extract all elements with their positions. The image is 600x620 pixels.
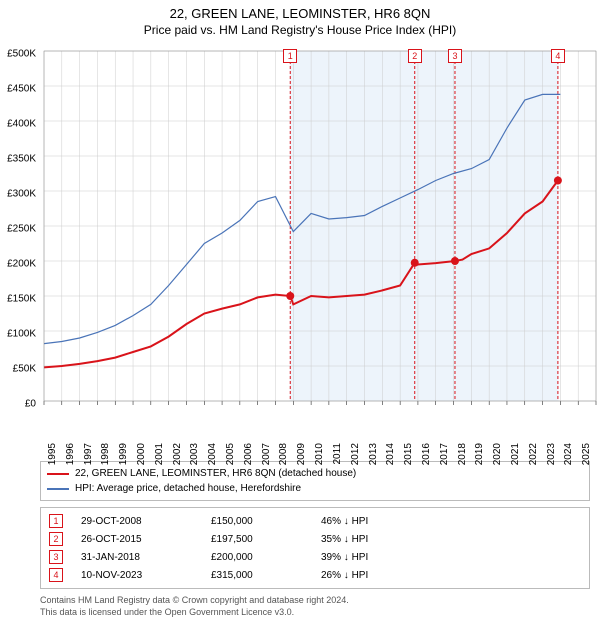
x-tick-label: 2017 xyxy=(439,443,450,465)
sale-price: £150,000 xyxy=(211,516,321,527)
y-tick-label: £500K xyxy=(7,49,36,60)
sale-row: 3 31-JAN-2018£200,00039% ↓ HPI xyxy=(49,548,581,566)
x-tick-label: 2024 xyxy=(563,443,574,465)
x-tick-label: 2022 xyxy=(528,443,539,465)
legend-item-hpi: HPI: Average price, detached house, Here… xyxy=(47,481,583,496)
legend-swatch-hpi xyxy=(47,488,69,490)
sale-price: £315,000 xyxy=(211,570,321,581)
sale-row: 2 26-OCT-2015£197,50035% ↓ HPI xyxy=(49,530,581,548)
x-tick-label: 2016 xyxy=(421,443,432,465)
x-tick-label: 2025 xyxy=(581,443,592,465)
y-tick-label: £350K xyxy=(7,154,36,165)
chart-title: 22, GREEN LANE, LEOMINSTER, HR6 8QN xyxy=(0,0,600,21)
x-tick-label: 2000 xyxy=(136,443,147,465)
y-tick-label: £300K xyxy=(7,189,36,200)
x-tick-label: 2007 xyxy=(261,443,272,465)
footnote: Contains HM Land Registry data © Crown c… xyxy=(40,595,590,618)
legend-item-property: 22, GREEN LANE, LEOMINSTER, HR6 8QN (det… xyxy=(47,466,583,481)
x-tick-label: 2018 xyxy=(457,443,468,465)
x-tick-label: 2023 xyxy=(546,443,557,465)
legend-label-hpi: HPI: Average price, detached house, Here… xyxy=(75,481,301,496)
y-tick-label: £450K xyxy=(7,84,36,95)
x-tick-label: 2021 xyxy=(510,443,521,465)
x-tick-label: 2004 xyxy=(207,443,218,465)
x-tick-label: 1995 xyxy=(47,443,58,465)
x-tick-label: 1999 xyxy=(118,443,129,465)
legend: 22, GREEN LANE, LEOMINSTER, HR6 8QN (det… xyxy=(40,461,590,501)
sale-diff: 39% ↓ HPI xyxy=(321,552,581,563)
sale-date: 29-OCT-2008 xyxy=(81,516,211,527)
chart-plot-area: 1 2 3 4 xyxy=(40,41,600,411)
footnote-line1: Contains HM Land Registry data © Crown c… xyxy=(40,595,590,607)
sale-marker-icon: 1 xyxy=(49,514,63,528)
chart-container: 22, GREEN LANE, LEOMINSTER, HR6 8QN Pric… xyxy=(0,0,600,620)
x-tick-label: 2010 xyxy=(314,443,325,465)
y-tick-label: £0 xyxy=(25,399,36,410)
x-tick-label: 2005 xyxy=(225,443,236,465)
sale-marker-icon: 4 xyxy=(49,568,63,582)
chart-subtitle: Price paid vs. HM Land Registry's House … xyxy=(0,21,600,41)
sale-row: 1 29-OCT-2008£150,00046% ↓ HPI xyxy=(49,512,581,530)
sale-diff: 35% ↓ HPI xyxy=(321,534,581,545)
x-tick-label: 1998 xyxy=(100,443,111,465)
x-axis-labels: 1995199619971998199920002001200220032004… xyxy=(40,411,600,457)
x-tick-label: 2008 xyxy=(278,443,289,465)
sale-marker-badge: 1 xyxy=(283,49,297,63)
y-tick-label: £400K xyxy=(7,119,36,130)
sale-marker-badge: 2 xyxy=(408,49,422,63)
x-tick-label: 2003 xyxy=(189,443,200,465)
chart-svg xyxy=(40,41,600,411)
y-tick-label: £50K xyxy=(13,364,36,375)
x-tick-label: 2014 xyxy=(385,443,396,465)
sale-row: 4 10-NOV-2023£315,00026% ↓ HPI xyxy=(49,566,581,584)
y-axis-labels: £0 £50K £100K £150K £200K £250K £300K £350K £400… xyxy=(0,44,40,414)
footnote-line2: This data is licensed under the Open Gov… xyxy=(40,607,590,619)
x-tick-label: 2009 xyxy=(296,443,307,465)
sale-date: 26-OCT-2015 xyxy=(81,534,211,545)
x-tick-label: 2006 xyxy=(243,443,254,465)
x-tick-label: 1997 xyxy=(83,443,94,465)
legend-swatch-property xyxy=(47,473,69,475)
sale-price: £197,500 xyxy=(211,534,321,545)
sale-marker-badge: 3 xyxy=(448,49,462,63)
y-tick-label: £250K xyxy=(7,224,36,235)
x-tick-label: 2020 xyxy=(492,443,503,465)
sale-price: £200,000 xyxy=(211,552,321,563)
sale-marker-badge: 4 xyxy=(551,49,565,63)
x-tick-label: 2019 xyxy=(474,443,485,465)
x-tick-label: 2011 xyxy=(332,443,343,465)
sale-marker-icon: 2 xyxy=(49,532,63,546)
x-tick-label: 2002 xyxy=(172,443,183,465)
x-tick-label: 2001 xyxy=(154,443,165,465)
y-tick-label: £200K xyxy=(7,259,36,270)
x-tick-label: 2012 xyxy=(350,443,361,465)
sale-diff: 46% ↓ HPI xyxy=(321,516,581,527)
x-tick-label: 2013 xyxy=(368,443,379,465)
y-tick-label: £100K xyxy=(7,329,36,340)
sale-diff: 26% ↓ HPI xyxy=(321,570,581,581)
sale-marker-icon: 3 xyxy=(49,550,63,564)
sale-date: 31-JAN-2018 xyxy=(81,552,211,563)
sales-table: 1 29-OCT-2008£150,00046% ↓ HPI 2 26-OCT-201… xyxy=(40,507,590,589)
sale-date: 10-NOV-2023 xyxy=(81,570,211,581)
x-tick-label: 2015 xyxy=(403,443,414,465)
x-tick-label: 1996 xyxy=(65,443,76,465)
y-tick-label: £150K xyxy=(7,294,36,305)
legend-label-property: 22, GREEN LANE, LEOMINSTER, HR6 8QN (det… xyxy=(75,466,356,481)
